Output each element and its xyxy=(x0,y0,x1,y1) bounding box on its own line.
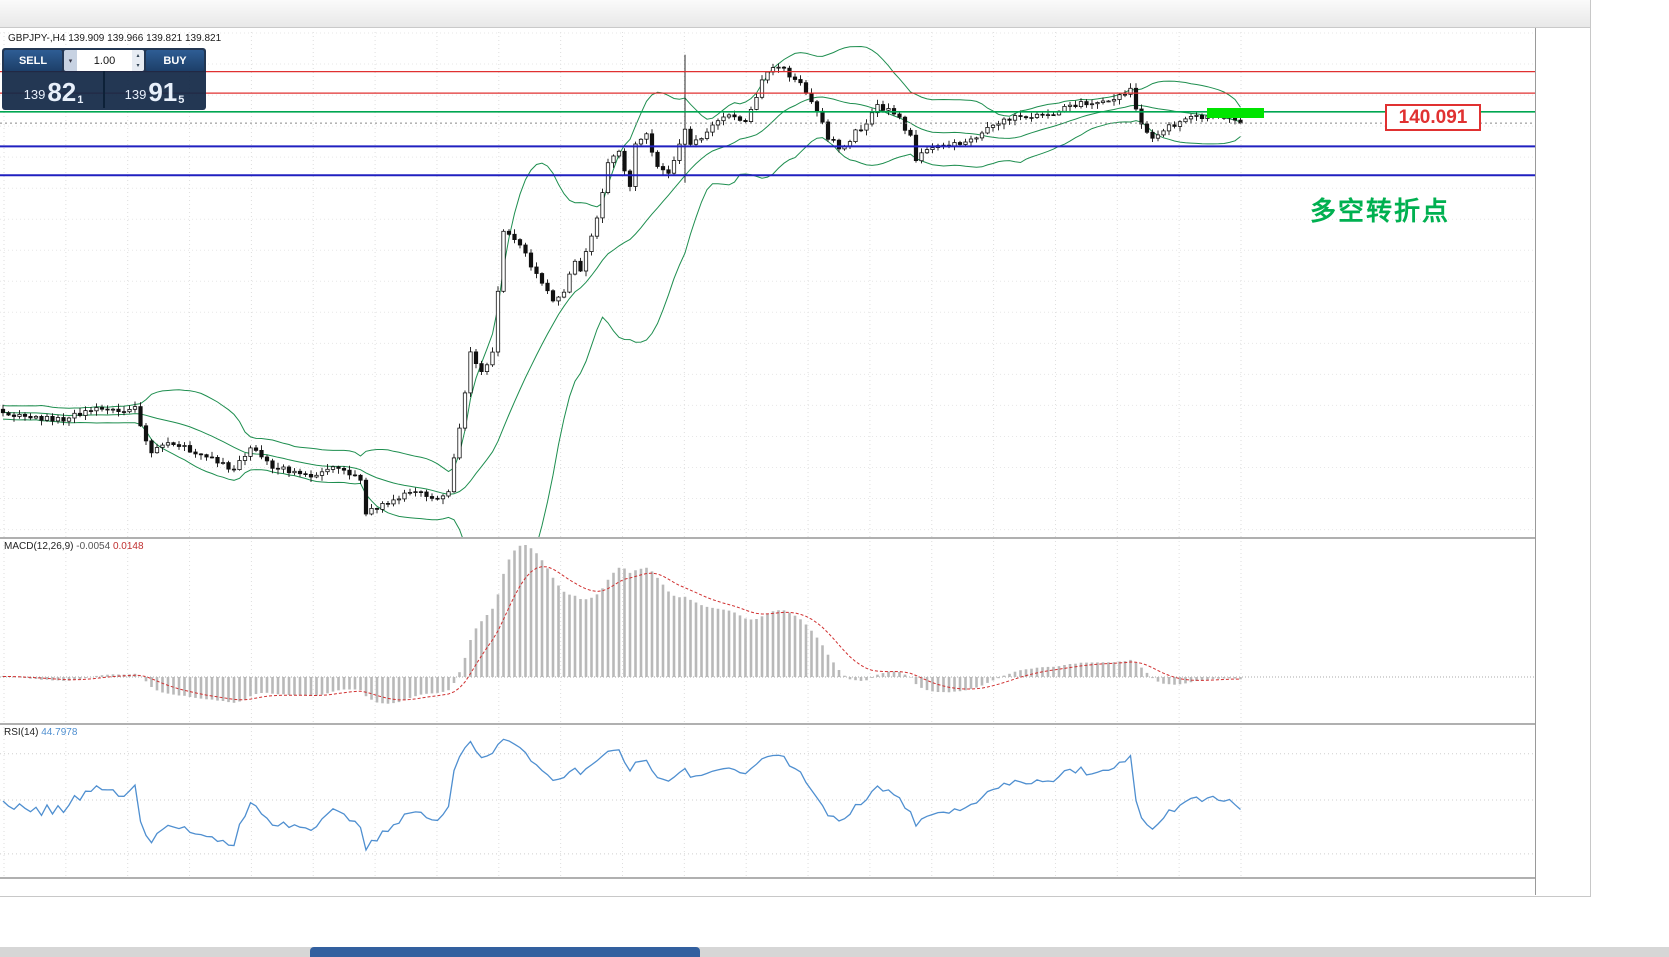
window-right-edge xyxy=(1590,0,1591,896)
buy-price-sup: 5 xyxy=(178,94,185,106)
volume-down-icon[interactable]: ▾ xyxy=(136,63,140,70)
buy-button[interactable]: BUY xyxy=(146,50,204,71)
volume-input[interactable]: 1.00 xyxy=(77,50,132,71)
macd-name: MACD(12,26,9) xyxy=(4,541,74,552)
volume-up-icon[interactable]: ▴ xyxy=(136,52,140,59)
price-divider xyxy=(103,71,105,108)
time-axis-divider xyxy=(0,877,1590,879)
volume-stepper: ▴ ▾ xyxy=(132,50,144,71)
macd-signal-value: 0.0148 xyxy=(112,541,144,552)
volume-dropdown-icon[interactable]: ▾ xyxy=(64,50,77,71)
taskbar xyxy=(0,947,1669,957)
rsi-name: RSI(14) xyxy=(4,727,39,738)
bollinger-bands[interactable] xyxy=(2,45,1241,538)
annotation-text[interactable]: 多空转折点 xyxy=(1310,196,1451,226)
window-bottom-edge xyxy=(0,896,1591,897)
price-scale[interactable] xyxy=(1536,28,1590,895)
scale-separator xyxy=(1535,28,1536,895)
time-scale[interactable] xyxy=(0,879,1535,896)
price-callout[interactable]: 140.091 xyxy=(1385,104,1481,131)
buy-price-main: 139 xyxy=(124,87,147,102)
rsi-line xyxy=(2,738,1241,852)
symbol-ohlc-label: GBPJPY-,H4 139.909 139.966 139.821 139.8… xyxy=(8,33,221,44)
horizontal-line-objects[interactable] xyxy=(0,70,1535,177)
rsi-value: 44.7978 xyxy=(41,727,78,738)
toolbar xyxy=(0,0,1590,28)
macd-signal-line xyxy=(3,566,1241,701)
candles[interactable] xyxy=(0,54,1243,517)
taskbar-item[interactable] xyxy=(310,947,700,957)
sell-button[interactable]: SELL xyxy=(4,50,62,71)
macd-histogram xyxy=(1,545,1242,704)
rsi-panel[interactable] xyxy=(0,725,1535,877)
symbol-name: GBPJPY-,H4 xyxy=(8,33,66,44)
highlight-marker[interactable] xyxy=(1207,108,1264,118)
main-chart[interactable] xyxy=(0,28,1535,537)
one-click-trading-panel: SELL ▾ 1.00 ▴ ▾ BUY 139 82 1 139 91 5 xyxy=(2,48,206,110)
sell-price-pips: 82 xyxy=(47,77,77,107)
volume-control: ▾ 1.00 ▴ ▾ xyxy=(64,50,144,71)
panel-divider[interactable] xyxy=(0,723,1590,725)
sell-price-main: 139 xyxy=(23,87,46,102)
buy-price-pips: 91 xyxy=(148,77,178,107)
panel-divider[interactable] xyxy=(0,537,1590,539)
ohlc-values: 139.909 139.966 139.821 139.821 xyxy=(68,33,222,44)
sell-price[interactable]: 139 82 1 xyxy=(4,71,103,108)
buy-price[interactable]: 139 91 5 xyxy=(105,71,204,108)
macd-value: -0.0054 xyxy=(76,541,111,552)
sell-price-sup: 1 xyxy=(77,94,84,106)
macd-panel[interactable] xyxy=(0,539,1535,723)
macd-label: MACD(12,26,9) -0.0054 0.0148 xyxy=(4,541,144,552)
rsi-label: RSI(14) 44.7978 xyxy=(4,727,77,738)
